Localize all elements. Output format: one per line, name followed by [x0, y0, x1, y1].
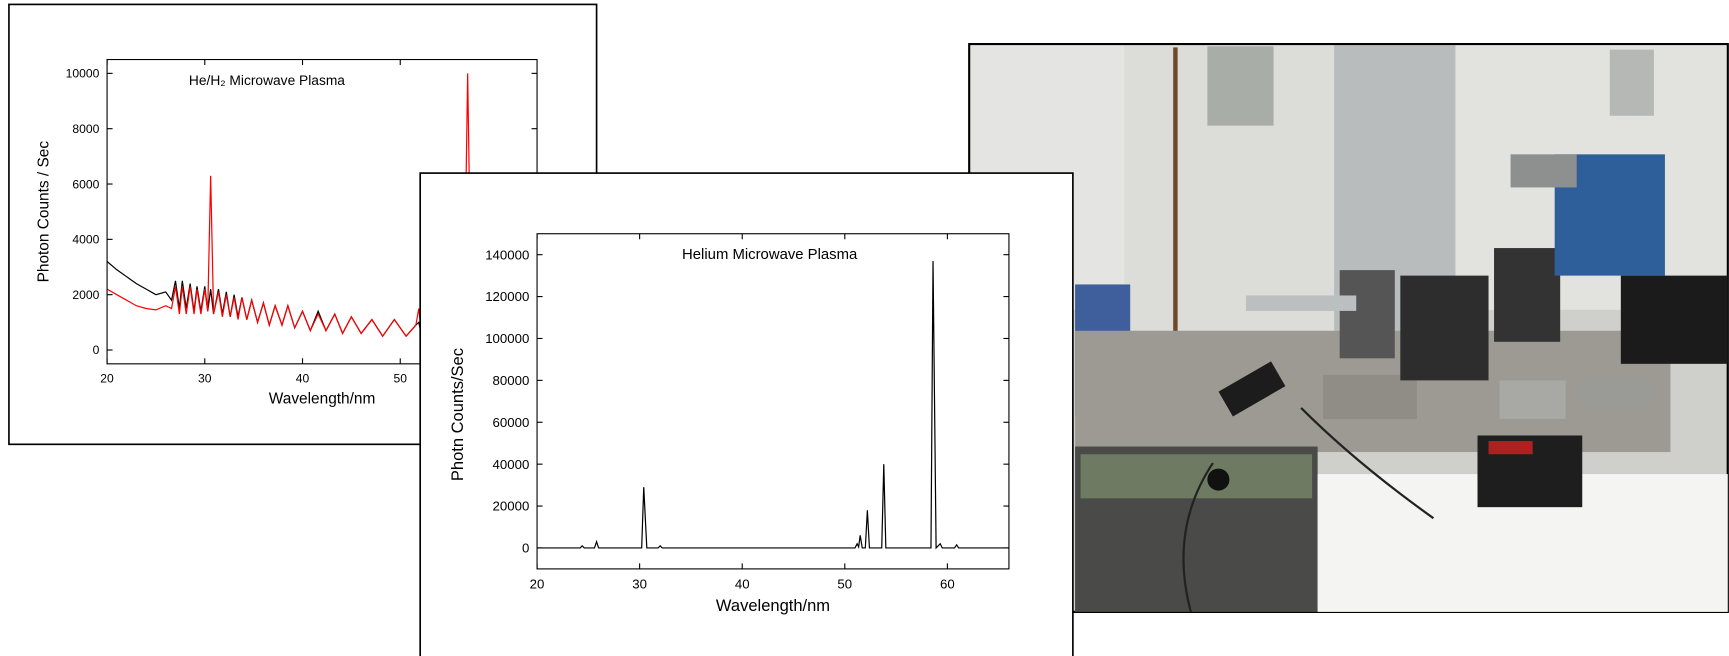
x-tick-label: 40 [296, 372, 310, 386]
y-tick-label: 40000 [493, 457, 530, 472]
y-axis-label: Photn Counts/Sec [448, 348, 467, 481]
lab-photo [968, 42, 1729, 614]
x-tick-label: 20 [530, 577, 545, 592]
y-tick-label: 6000 [72, 177, 99, 191]
y-tick-label: 10000 [66, 67, 100, 81]
y-tick-label: 60000 [493, 415, 530, 430]
chart-title: He/H₂ Microwave Plasma [189, 73, 345, 88]
x-tick-label: 50 [837, 577, 852, 592]
plot-box [536, 233, 1010, 570]
chart-panel: 20 30 40 50 60 0 20000 40000 60000 80000 100000 120… [419, 172, 1074, 656]
chart-frame [419, 172, 1074, 656]
y-tick-label: 8000 [72, 122, 99, 136]
x-tick-label: 30 [632, 577, 647, 592]
y-tick-label: 4000 [72, 233, 99, 247]
x-tick-label: 40 [735, 577, 750, 592]
y-tick-label: 140000 [485, 247, 529, 262]
x-axis-label: Wavelength/nm [716, 596, 830, 615]
x-tick-label: 30 [198, 372, 212, 386]
y-tick-label: 120000 [485, 289, 529, 304]
y-axis-label: Photon Counts / Sec [36, 141, 53, 283]
y-tick-label: 0 [93, 343, 100, 357]
y-tick-label: 100000 [485, 331, 529, 346]
x-axis-label: Wavelength/nm [269, 391, 376, 408]
y-tick-label: 80000 [493, 373, 530, 388]
y-tick-label: 0 [522, 541, 529, 556]
chart-title: Helium Microwave Plasma [682, 247, 858, 263]
x-tick-label: 20 [100, 372, 114, 386]
y-tick-label: 20000 [493, 499, 530, 514]
x-tick-label: 60 [940, 577, 955, 592]
spectrum-line [537, 260, 1009, 550]
y-tick-label: 2000 [72, 288, 99, 302]
x-tick-label: 50 [393, 372, 407, 386]
